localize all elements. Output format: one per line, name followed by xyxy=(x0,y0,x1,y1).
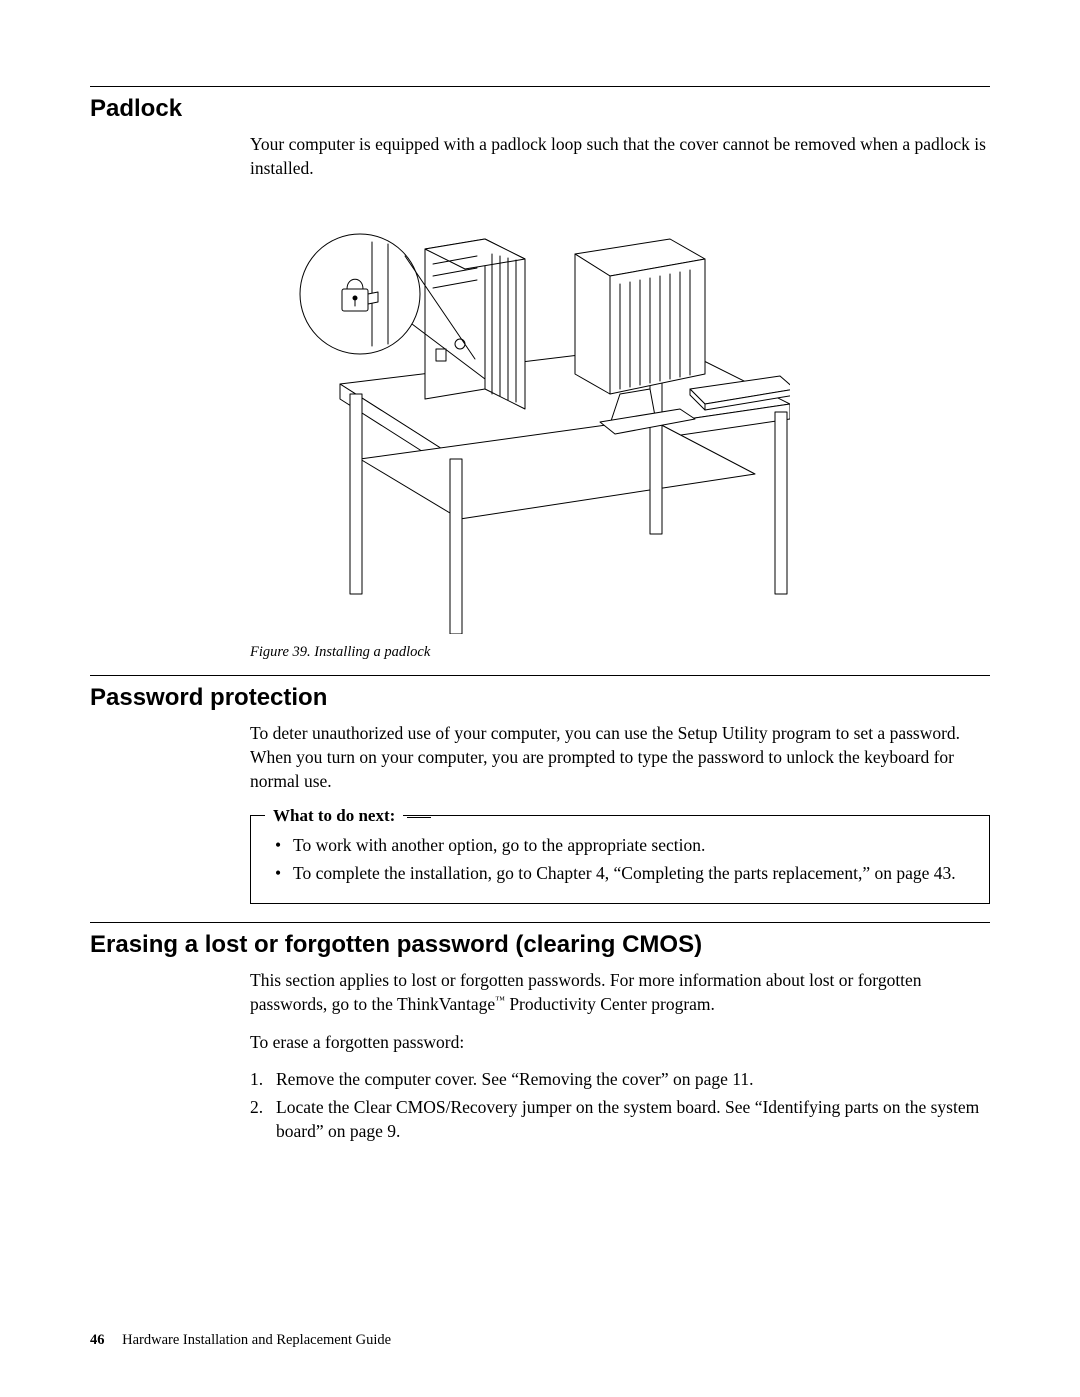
section-rule xyxy=(90,86,990,87)
trademark-symbol: ™ xyxy=(495,995,505,1006)
cmos-p1-post: Productivity Center program. xyxy=(505,994,715,1014)
page-footer: 46 Hardware Installation and Replacement… xyxy=(90,1332,391,1349)
heading-cmos: Erasing a lost or forgotten password (cl… xyxy=(90,931,990,959)
section-rule xyxy=(90,922,990,923)
padlock-illustration xyxy=(250,194,790,634)
section-rule xyxy=(90,675,990,676)
callout-item: To work with another option, go to the a… xyxy=(275,834,971,858)
padlock-paragraph: Your computer is equipped with a padlock… xyxy=(250,133,990,180)
cmos-step: Remove the computer cover. See “Removing… xyxy=(250,1068,990,1092)
password-body: To deter unauthorized use of your comput… xyxy=(250,722,990,904)
heading-password: Password protection xyxy=(90,684,990,712)
cmos-body: This section applies to lost or forgotte… xyxy=(250,969,990,1143)
figure-padlock: Figure 39. Installing a padlock xyxy=(250,194,990,661)
heading-padlock: Padlock xyxy=(90,95,990,123)
cmos-step: Locate the Clear CMOS/Recovery jumper on… xyxy=(250,1096,990,1143)
what-to-do-next-box: What to do next: To work with another op… xyxy=(250,815,990,904)
callout-title: What to do next: xyxy=(265,805,403,828)
password-paragraph: To deter unauthorized use of your comput… xyxy=(250,722,990,793)
doc-title: Hardware Installation and Replacement Gu… xyxy=(122,1332,391,1348)
page-number: 46 xyxy=(90,1332,105,1348)
cmos-paragraph-2: To erase a forgotten password: xyxy=(250,1031,990,1055)
callout-item: To complete the installation, go to Chap… xyxy=(275,862,971,886)
padlock-body: Your computer is equipped with a padlock… xyxy=(250,133,990,180)
figure-caption: Figure 39. Installing a padlock xyxy=(250,644,990,661)
cmos-steps: Remove the computer cover. See “Removing… xyxy=(250,1068,990,1143)
cmos-paragraph-1: This section applies to lost or forgotte… xyxy=(250,969,990,1016)
